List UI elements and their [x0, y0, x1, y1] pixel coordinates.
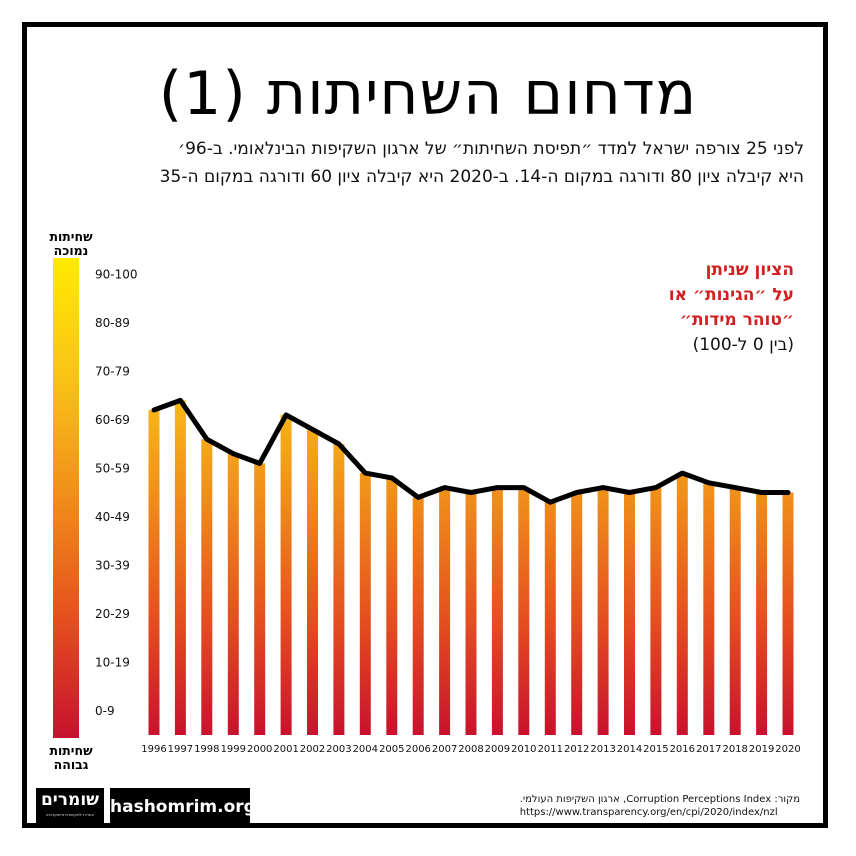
y-tick-label: 50-59 [95, 461, 130, 475]
y-tick-label: 20-29 [95, 607, 130, 621]
bar-2016 [676, 473, 688, 735]
x-tick-label: 2003 [326, 744, 351, 755]
bar-2005 [386, 477, 398, 735]
bar-2009 [491, 487, 503, 735]
bar-2007 [439, 487, 451, 735]
low-corruption-label: שחיתות נמוכה [49, 229, 93, 258]
x-tick-label: 2008 [458, 744, 483, 755]
y-tick-label: 30-39 [95, 558, 130, 572]
x-tick-label: 2013 [590, 744, 615, 755]
x-tick-label: 1998 [194, 744, 219, 755]
legend-line-3: ״טוהר מידות״ [679, 310, 794, 330]
x-tick-label: 2016 [670, 744, 695, 755]
site-link[interactable]: hashomrim.org [110, 788, 256, 826]
bar-2003 [333, 444, 345, 735]
x-tick-label: 2018 [722, 744, 747, 755]
y-tick-label: 70-79 [95, 364, 130, 378]
logo-tagline: המרכז לתקשורת ודמוקרטיה [45, 812, 95, 817]
subtitle-line-1: לפני 25 צורפה ישראל למדד ״תפיסת השחיתות״… [178, 139, 804, 159]
bar-1997 [174, 400, 186, 735]
x-tick-label: 2011 [538, 744, 563, 755]
x-tick-label: 2009 [485, 744, 510, 755]
x-tick-label: 2002 [300, 744, 325, 755]
bar-2013 [597, 487, 609, 735]
high-corruption-label: שחיתות גבוהה [49, 743, 93, 772]
x-tick-label: 2005 [379, 744, 404, 755]
source-text: מקור: Corruption Perceptions Index, ארגו… [519, 794, 800, 805]
x-tick-label: 1997 [168, 744, 193, 755]
bar-2015 [650, 487, 662, 735]
x-tick-label: 2012 [564, 744, 589, 755]
bar-2019 [756, 492, 768, 735]
bar-2001 [280, 414, 292, 735]
x-tick-label: 2006 [405, 744, 430, 755]
x-tick-label: 1996 [141, 744, 166, 755]
score-trend-line [151, 397, 791, 505]
subtitle-line-2: היא קיבלה ציון 80 ודורגה במקום ה-14. ב-2… [159, 167, 804, 187]
bar-2020 [782, 492, 794, 735]
y-tick-label: 60-69 [95, 413, 130, 427]
bar-2000 [254, 463, 266, 735]
x-tick-label: 1999 [221, 744, 246, 755]
x-tick-label: 2000 [247, 744, 272, 755]
x-tick-label: 2007 [432, 744, 457, 755]
x-tick-label: 2015 [643, 744, 668, 755]
legend-range: (בין 0 ל-100) [692, 335, 794, 355]
page-title: מדחום השחיתות (1) [158, 59, 698, 129]
bar-1996 [148, 410, 160, 735]
bar-1998 [201, 439, 213, 735]
y-tick-label: 40-49 [95, 510, 130, 524]
x-tick-label: 2010 [511, 744, 536, 755]
y-tick-label: 0-9 [95, 704, 115, 718]
bar-2008 [465, 492, 477, 735]
legend-line-2: על ״הגינות״ או [668, 285, 794, 305]
scale-gradient-bar [53, 258, 79, 738]
logo-name: שומרים [40, 790, 100, 810]
source-url[interactable]: https://www.transparency.org/en/cpi/2020… [519, 807, 778, 818]
bar-2018 [729, 487, 741, 735]
y-tick-label: 10-19 [95, 655, 130, 669]
bar-2010 [518, 487, 530, 735]
x-tick-label: 2014 [617, 744, 642, 755]
x-tick-label: 2001 [273, 744, 298, 755]
x-tick-label: 2019 [749, 744, 774, 755]
y-tick-label: 80-89 [95, 316, 130, 330]
legend-line-1: הציון שניתן [705, 260, 794, 280]
bar-2011 [544, 502, 556, 735]
x-tick-label: 2017 [696, 744, 721, 755]
bar-1999 [227, 453, 239, 735]
bar-2012 [571, 492, 583, 735]
bar-2017 [703, 482, 715, 735]
hashomrim-logo: שומרים המרכז לתקשורת ודמוקרטיה [36, 788, 104, 826]
source-note: מקור: Corruption Perceptions Index, ארגו… [520, 793, 800, 819]
bar-2004 [359, 473, 371, 735]
x-tick-label: 2020 [775, 744, 800, 755]
bar-2002 [307, 429, 318, 735]
x-tick-label: 2004 [353, 744, 378, 755]
bar-2014 [624, 492, 635, 735]
bar-2006 [412, 497, 424, 735]
y-tick-label: 90-100 [95, 267, 138, 281]
